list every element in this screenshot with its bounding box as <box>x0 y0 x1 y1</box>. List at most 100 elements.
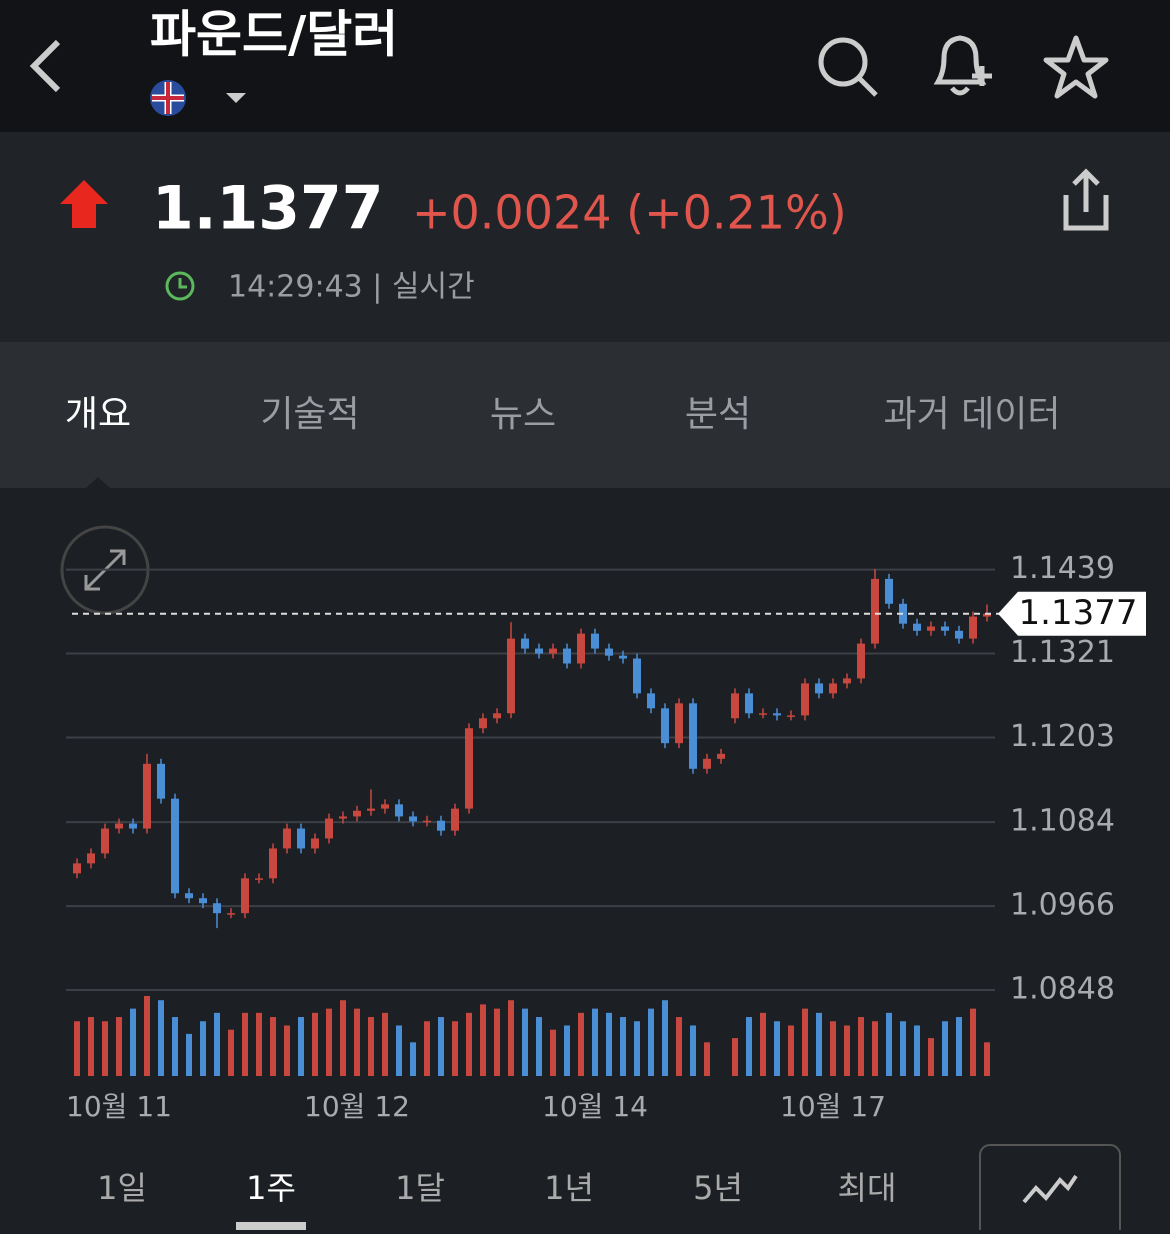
chart-type-icon <box>1022 1174 1078 1204</box>
candle-body <box>871 578 879 644</box>
flag-icon <box>150 80 186 116</box>
range-button[interactable]: 1달 <box>395 1169 445 1207</box>
candle-body <box>507 638 515 714</box>
volume-bar <box>522 1008 528 1076</box>
chart-type-button[interactable] <box>979 1144 1121 1234</box>
volume-bar <box>382 1012 388 1076</box>
y-tick-label: 1.1203 <box>1010 719 1115 754</box>
current-price-label: 1.1377 <box>1019 593 1138 633</box>
volume-bar <box>690 1025 696 1076</box>
tab[interactable]: 분석 <box>685 394 751 435</box>
current-price-tag <box>998 591 1146 636</box>
tab[interactable]: 뉴스 <box>490 394 556 435</box>
tab[interactable]: 과거 데이터 <box>883 394 1060 435</box>
candle-body <box>647 693 655 709</box>
volume-bar <box>732 1038 738 1076</box>
candle-body <box>437 820 445 831</box>
volume-bar <box>886 1012 892 1076</box>
volume-bar <box>102 1021 108 1076</box>
volume-bar <box>396 1025 402 1076</box>
candle-body <box>171 798 179 894</box>
search-button[interactable] <box>818 37 878 97</box>
price-change: +0.0024 (+0.21%) <box>412 186 847 240</box>
candle-body <box>633 658 641 694</box>
candle-body <box>381 804 389 809</box>
candle-body <box>885 578 893 604</box>
volume-bar <box>480 1004 486 1076</box>
volume-bar <box>830 1021 836 1076</box>
candle-body <box>339 816 347 819</box>
range-selected-indicator <box>236 1222 306 1230</box>
candle-body <box>829 683 837 694</box>
volume-bar <box>984 1042 990 1076</box>
candle-body <box>129 823 137 829</box>
y-tick-label: 1.0966 <box>1010 888 1115 923</box>
candle-body <box>423 820 431 823</box>
range-button[interactable]: 1일 <box>97 1169 147 1207</box>
candle-body <box>983 613 991 617</box>
volume-bar <box>270 1017 276 1076</box>
alert-button[interactable] <box>933 35 992 96</box>
share-button[interactable] <box>1063 168 1109 231</box>
candle-body <box>731 693 739 719</box>
candle-body <box>213 903 221 914</box>
watchlist-button[interactable] <box>1043 35 1109 99</box>
candle-body <box>409 816 417 822</box>
volume-bar <box>228 1029 234 1076</box>
candle-body <box>269 848 277 879</box>
volume-bar <box>354 1008 360 1076</box>
volume-bar <box>844 1025 850 1076</box>
tab[interactable]: 기술적 <box>260 394 359 435</box>
volume-bar <box>788 1025 794 1076</box>
candle-body <box>101 828 109 854</box>
candle-body <box>521 638 529 649</box>
volume-bar <box>88 1017 94 1076</box>
candle-body <box>577 633 585 664</box>
volume-bar <box>634 1021 640 1076</box>
volume-bar <box>928 1038 934 1076</box>
tab[interactable]: 개요 <box>65 394 131 435</box>
quote-panel <box>0 132 1170 342</box>
candle-body <box>759 713 767 715</box>
range-button[interactable]: 최대 <box>838 1169 897 1207</box>
volume-bar <box>620 1017 626 1076</box>
volume-bar <box>410 1042 416 1076</box>
volume-bar <box>74 1021 80 1076</box>
range-button[interactable]: 1주 <box>246 1169 296 1207</box>
candle-body <box>619 655 627 659</box>
candle-body <box>801 683 809 716</box>
candle-body <box>815 683 823 694</box>
candle-body <box>255 878 263 880</box>
volume-bar <box>452 1021 458 1076</box>
volume-bar <box>200 1021 206 1076</box>
volume-bar <box>466 1012 472 1076</box>
candle-body <box>591 633 599 649</box>
x-tick-label: 10월 17 <box>780 1090 886 1123</box>
candle-body <box>563 648 571 664</box>
candle-body <box>493 713 501 719</box>
candle-body <box>927 626 935 631</box>
back-button[interactable] <box>29 39 61 93</box>
volume-bar <box>144 996 150 1076</box>
volume-bar <box>214 1012 220 1076</box>
candle-body <box>689 703 697 769</box>
clock-icon <box>165 271 195 301</box>
candle-body <box>157 763 165 799</box>
volume-bar <box>858 1017 864 1076</box>
range-button[interactable]: 5년 <box>693 1169 743 1207</box>
candle-body <box>199 898 207 904</box>
volume-bar <box>508 1000 514 1076</box>
range-button[interactable]: 1년 <box>544 1169 594 1207</box>
volume-bar <box>536 1017 542 1076</box>
volume-bar <box>256 1012 262 1076</box>
candle-body <box>311 838 319 849</box>
y-tick-label: 1.0848 <box>1010 972 1115 1007</box>
candle-body <box>367 808 375 811</box>
candle-body <box>241 878 249 914</box>
dropdown-caret[interactable] <box>226 93 246 103</box>
candle-body <box>955 630 963 639</box>
candle-body <box>535 648 543 654</box>
volume-bar <box>676 1017 682 1076</box>
